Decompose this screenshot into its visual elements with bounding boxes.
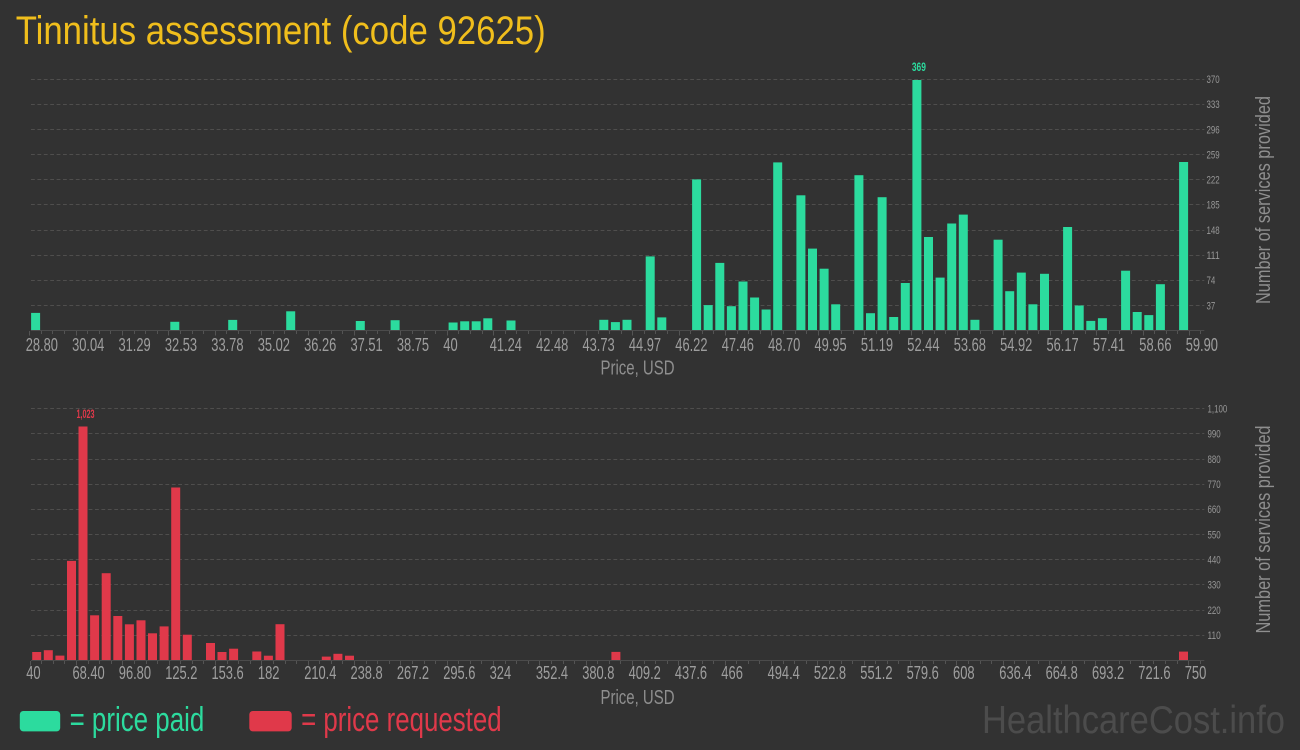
svg-text:608: 608 [953, 663, 975, 683]
svg-text:37.51: 37.51 [351, 335, 383, 355]
svg-text:440: 440 [1208, 555, 1221, 567]
svg-text:466: 466 [721, 663, 743, 683]
svg-text:153.6: 153.6 [212, 663, 244, 683]
svg-text:HealthcareCost.info: HealthcareCost.info [982, 699, 1285, 742]
svg-text:51.19: 51.19 [861, 335, 893, 355]
svg-text:550: 550 [1208, 529, 1221, 541]
svg-text:295.6: 295.6 [443, 663, 475, 683]
svg-text:579.6: 579.6 [907, 663, 939, 683]
svg-text:333: 333 [1207, 99, 1220, 111]
svg-text:57.41: 57.41 [1093, 335, 1125, 355]
svg-text:110: 110 [1208, 630, 1221, 642]
svg-text:222: 222 [1207, 175, 1220, 187]
svg-text:32.53: 32.53 [165, 335, 197, 355]
svg-text:182: 182 [258, 663, 280, 683]
svg-text:220: 220 [1208, 605, 1221, 617]
svg-text:= price paid: = price paid [70, 701, 205, 739]
svg-text:Price, USD: Price, USD [601, 358, 675, 380]
svg-text:721.6: 721.6 [1138, 663, 1170, 683]
svg-text:324: 324 [490, 663, 512, 683]
svg-text:750: 750 [1185, 663, 1207, 683]
svg-text:52.44: 52.44 [907, 335, 939, 355]
svg-text:56.17: 56.17 [1047, 335, 1079, 355]
svg-text:58.66: 58.66 [1139, 335, 1171, 355]
svg-text:551.2: 551.2 [860, 663, 892, 683]
svg-text:38.75: 38.75 [397, 335, 429, 355]
svg-text:31.29: 31.29 [119, 335, 151, 355]
svg-text:1,100: 1,100 [1208, 404, 1228, 416]
svg-text:74: 74 [1207, 275, 1216, 287]
svg-text:47.46: 47.46 [722, 335, 754, 355]
svg-text:37: 37 [1207, 300, 1216, 312]
svg-text:Tinnitus assessment (code 9262: Tinnitus assessment (code 92625) [16, 9, 546, 53]
svg-text:148: 148 [1207, 225, 1220, 237]
svg-text:41.24: 41.24 [490, 335, 522, 355]
svg-text:40: 40 [26, 663, 40, 683]
svg-text:210.4: 210.4 [304, 663, 336, 683]
svg-text:370: 370 [1207, 74, 1220, 86]
svg-text:Number of services provided: Number of services provided [1253, 96, 1275, 304]
svg-text:437.6: 437.6 [675, 663, 707, 683]
svg-text:352.4: 352.4 [536, 663, 568, 683]
svg-text:44.97: 44.97 [629, 335, 661, 355]
svg-text:40: 40 [443, 335, 457, 355]
svg-text:54.92: 54.92 [1000, 335, 1032, 355]
svg-text:660: 660 [1208, 504, 1221, 516]
svg-text:125.2: 125.2 [165, 663, 197, 683]
svg-text:990: 990 [1208, 429, 1221, 441]
svg-text:42.48: 42.48 [536, 335, 568, 355]
svg-text:36.26: 36.26 [304, 335, 336, 355]
svg-text:693.2: 693.2 [1092, 663, 1124, 683]
svg-text:Number of services provided: Number of services provided [1253, 426, 1275, 634]
svg-text:49.95: 49.95 [815, 335, 847, 355]
svg-text:522.8: 522.8 [814, 663, 846, 683]
svg-text:46.22: 46.22 [675, 335, 707, 355]
svg-text:380.8: 380.8 [582, 663, 614, 683]
svg-text:880: 880 [1208, 454, 1221, 466]
svg-text:1,023: 1,023 [77, 407, 95, 421]
svg-text:33.78: 33.78 [211, 335, 243, 355]
svg-text:267.2: 267.2 [397, 663, 429, 683]
svg-text:494.4: 494.4 [768, 663, 800, 683]
svg-text:330: 330 [1208, 580, 1221, 592]
svg-text:Price, USD: Price, USD [601, 687, 675, 709]
svg-text:= price requested: = price requested [301, 701, 502, 739]
svg-text:770: 770 [1208, 479, 1221, 491]
svg-text:664.8: 664.8 [1046, 663, 1078, 683]
svg-text:238.8: 238.8 [351, 663, 383, 683]
svg-text:59.90: 59.90 [1186, 335, 1218, 355]
svg-text:35.02: 35.02 [258, 335, 290, 355]
svg-text:185: 185 [1207, 200, 1220, 212]
svg-text:369: 369 [912, 60, 926, 74]
svg-text:68.40: 68.40 [73, 663, 105, 683]
svg-text:28.80: 28.80 [26, 335, 58, 355]
svg-text:43.73: 43.73 [583, 335, 615, 355]
svg-text:48.70: 48.70 [768, 335, 800, 355]
svg-text:409.2: 409.2 [629, 663, 661, 683]
svg-text:259: 259 [1207, 149, 1220, 161]
svg-text:636.4: 636.4 [999, 663, 1031, 683]
svg-text:53.68: 53.68 [954, 335, 986, 355]
svg-text:96.80: 96.80 [119, 663, 151, 683]
svg-text:30.04: 30.04 [72, 335, 104, 355]
svg-text:296: 296 [1207, 124, 1220, 136]
svg-text:111: 111 [1207, 250, 1220, 262]
